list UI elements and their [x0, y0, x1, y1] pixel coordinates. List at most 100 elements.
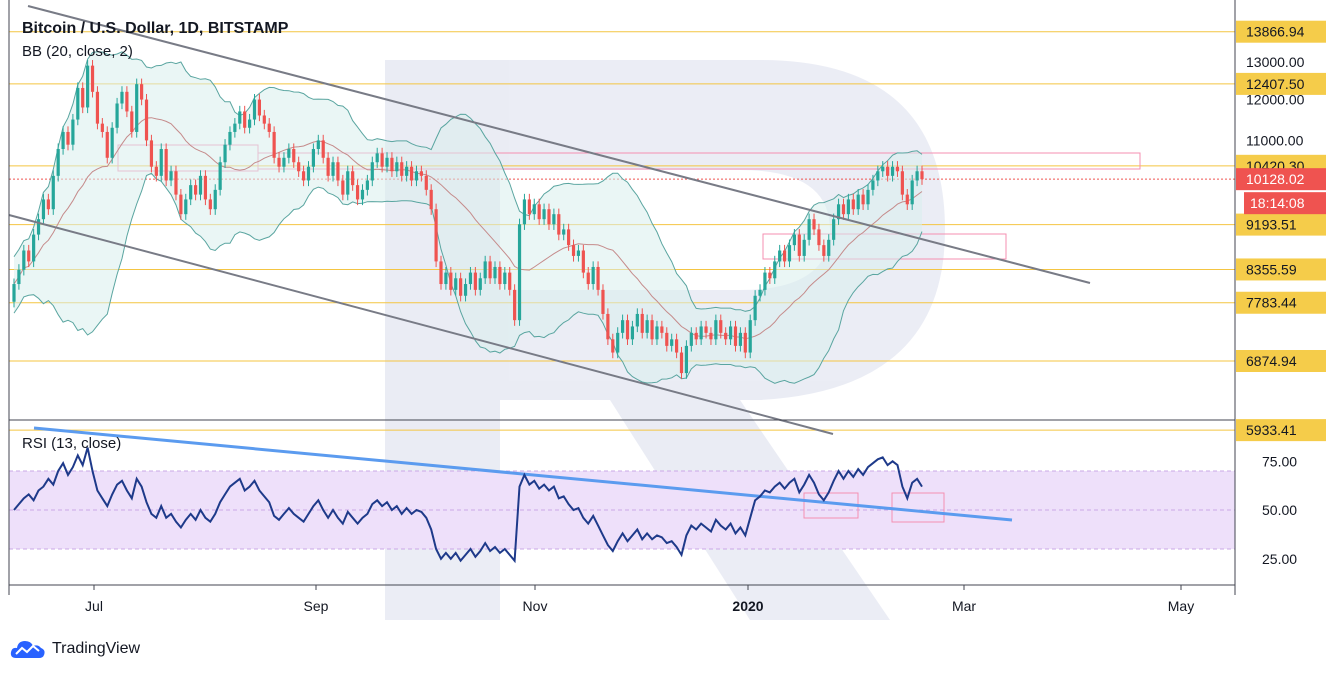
candle-body	[257, 99, 262, 116]
candle-body	[130, 111, 134, 132]
candle-body	[557, 214, 561, 235]
price-tick-label: 13000.00	[1246, 54, 1305, 70]
candle-body	[90, 65, 95, 92]
price-chart[interactable]: 13000.00 12000.00 11000.00 13866.94 12407.50…	[0, 0, 1338, 632]
candle-body	[429, 189, 433, 210]
candle-body	[674, 339, 679, 353]
candle-body	[468, 272, 473, 285]
candle-body	[292, 149, 296, 163]
candle-body	[419, 171, 423, 176]
time-tick-label: Nov	[523, 598, 548, 614]
candle-body	[194, 185, 198, 195]
candle-body	[321, 140, 325, 158]
candle-body	[822, 245, 826, 256]
candle-body	[738, 332, 742, 346]
candle-body	[17, 269, 21, 285]
candle-body	[243, 111, 247, 128]
candle-body	[841, 204, 846, 215]
candle-body	[238, 111, 242, 124]
candle-body	[22, 250, 26, 270]
candle-body	[179, 194, 183, 215]
candle-body	[144, 99, 149, 141]
candle-body	[773, 261, 777, 279]
level-label-bg	[1236, 72, 1326, 95]
candle-body	[390, 157, 394, 172]
candle-body	[169, 171, 173, 181]
channel-upper-line	[27, 5, 1091, 284]
candle-body	[46, 199, 50, 210]
candle-body	[331, 162, 335, 176]
candle-body	[272, 131, 276, 158]
level-label: 6874.94	[1246, 353, 1297, 369]
candle-body	[846, 199, 850, 215]
bb-basis	[13, 117, 923, 340]
candle-body	[709, 332, 713, 340]
candle-body	[95, 91, 100, 124]
candle-body	[650, 320, 654, 340]
candle-body	[625, 320, 630, 340]
candle-body	[306, 166, 311, 181]
candle-body	[262, 115, 266, 124]
candle-body	[385, 157, 389, 167]
candle-body	[51, 175, 55, 210]
candle-body	[503, 272, 507, 285]
candle-body	[346, 171, 350, 195]
candle-body	[149, 140, 154, 167]
bb-indicator-label: BB (20, close, 2)	[22, 43, 133, 60]
candle-body	[719, 320, 723, 333]
candle-body	[32, 234, 36, 262]
candle-body	[12, 284, 16, 302]
candle-body	[802, 239, 806, 256]
candle-body	[689, 332, 693, 346]
candle-body	[733, 326, 738, 346]
candle-body	[483, 261, 487, 279]
level-label-bg	[1236, 291, 1326, 314]
chart-title: Bitcoin / U.S. Dollar, 1D, BITSTAMP	[22, 20, 289, 37]
candle-body	[915, 171, 919, 181]
current-price-bg	[1236, 168, 1326, 191]
rsi-tick-label: 50.00	[1262, 502, 1297, 518]
candle-body	[920, 171, 924, 180]
trend-channel	[8, 5, 1091, 435]
candle-body	[782, 250, 787, 262]
price-axis: 13000.00 12000.00 11000.00 13866.94 12407.50…	[1236, 20, 1326, 442]
candle-body	[198, 175, 203, 195]
candle-body	[616, 332, 620, 353]
candle-body	[601, 289, 605, 314]
level-label: 5933.41	[1246, 422, 1297, 438]
candle-body	[71, 119, 75, 145]
candle-body	[375, 153, 379, 163]
tradingview-brand[interactable]: TradingView	[10, 637, 140, 661]
candle-body	[208, 199, 212, 210]
candle-body	[355, 185, 360, 200]
candle-body	[596, 266, 600, 290]
candle-body	[728, 326, 733, 340]
candle-body	[439, 261, 443, 285]
time-axis: Jul Sep Nov 2020 Mar May	[85, 585, 1194, 614]
candle-body	[66, 131, 70, 145]
candle-body	[606, 313, 610, 340]
candle-body	[341, 180, 345, 195]
candle-body	[748, 320, 752, 353]
candle-body	[522, 199, 527, 225]
candle-body	[218, 162, 222, 190]
level-label-bg	[1236, 258, 1326, 281]
candle-body	[282, 157, 286, 167]
candle-body	[414, 171, 419, 181]
candle-body	[660, 326, 664, 333]
candle-body	[832, 219, 836, 240]
candle-body	[41, 199, 46, 220]
candle-body	[311, 149, 315, 167]
level-label: 9193.51	[1246, 217, 1297, 233]
level-label-bg	[1236, 350, 1326, 372]
candle-body	[424, 175, 428, 190]
candle-body	[405, 166, 409, 176]
candle-body	[552, 214, 556, 225]
candle-body	[640, 313, 644, 333]
brand-label: TradingView	[52, 640, 141, 657]
candle-body	[630, 326, 635, 340]
candle-body	[61, 131, 65, 150]
candle-body	[135, 84, 139, 132]
candle-body	[621, 320, 625, 333]
candle-body	[881, 166, 885, 172]
